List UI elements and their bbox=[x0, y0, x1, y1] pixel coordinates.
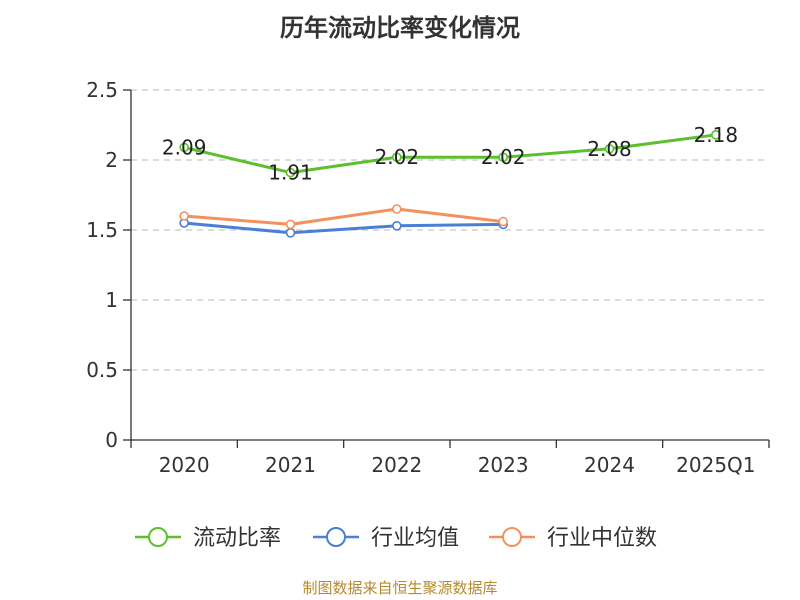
x-tick-label: 2021 bbox=[265, 453, 316, 477]
legend-marker-icon bbox=[326, 527, 346, 547]
legend-marker-icon bbox=[502, 527, 522, 547]
y-tick-label: 1 bbox=[105, 288, 118, 312]
data-point bbox=[285, 219, 296, 230]
data-label: 2.09 bbox=[162, 135, 207, 159]
data-point bbox=[392, 152, 402, 162]
data-labels: 2.09 1.91 2.02 2.02 2.08 2.18 bbox=[162, 123, 738, 185]
data-point bbox=[604, 144, 615, 154]
data-point bbox=[711, 130, 721, 140]
data-point bbox=[179, 211, 189, 221]
data-point bbox=[285, 228, 296, 238]
series-lines bbox=[179, 130, 721, 238]
y-tick-label: 1.5 bbox=[86, 218, 118, 242]
y-tick-label: 2.5 bbox=[86, 78, 118, 102]
data-point bbox=[179, 142, 189, 153]
y-tick-label: 0 bbox=[105, 428, 118, 452]
legend-label: 行业中位数 bbox=[547, 526, 657, 551]
x-tick-label: 2020 bbox=[159, 453, 210, 477]
legend-item[interactable]: 行业中位数 bbox=[489, 526, 657, 551]
y-tick-label: 2 bbox=[105, 148, 118, 172]
data-label: 2.08 bbox=[587, 137, 632, 161]
data-point bbox=[392, 221, 402, 231]
data-label: 2.02 bbox=[375, 145, 420, 169]
x-tick-label: 2025Q1 bbox=[676, 453, 755, 477]
legend: 流动比率 行业均值 行业中位数 bbox=[135, 526, 657, 551]
x-tick-label: 2022 bbox=[371, 453, 422, 477]
series-line bbox=[183, 133, 717, 175]
axes: 0 0.5 1 1.5 2 2.5 2020 2021 2022 2023 2024 2025Q1 bbox=[86, 78, 770, 477]
x-tick-label: 2024 bbox=[584, 453, 635, 477]
chart-title: 历年流动比率变化情况 bbox=[280, 14, 520, 42]
y-tick-label: 0.5 bbox=[86, 358, 118, 382]
legend-marker-icon bbox=[148, 527, 168, 547]
data-label: 2.02 bbox=[481, 145, 526, 169]
data-point bbox=[498, 152, 508, 162]
data-label: 2.18 bbox=[694, 123, 739, 147]
legend-label: 流动比率 bbox=[193, 526, 281, 551]
legend-label: 行业均值 bbox=[371, 526, 459, 551]
data-point bbox=[392, 204, 402, 214]
data-label: 1.91 bbox=[268, 161, 313, 185]
x-tick-label: 2023 bbox=[478, 453, 529, 477]
data-point bbox=[498, 216, 508, 227]
source-note: 制图数据来自恒生聚源数据库 bbox=[302, 579, 498, 597]
legend-item[interactable]: 流动比率 bbox=[135, 526, 281, 551]
series-line bbox=[184, 221, 504, 235]
series-line bbox=[184, 207, 504, 226]
legend-item[interactable]: 行业均值 bbox=[313, 526, 459, 551]
data-point bbox=[285, 167, 296, 178]
grid-lines bbox=[131, 89, 769, 371]
